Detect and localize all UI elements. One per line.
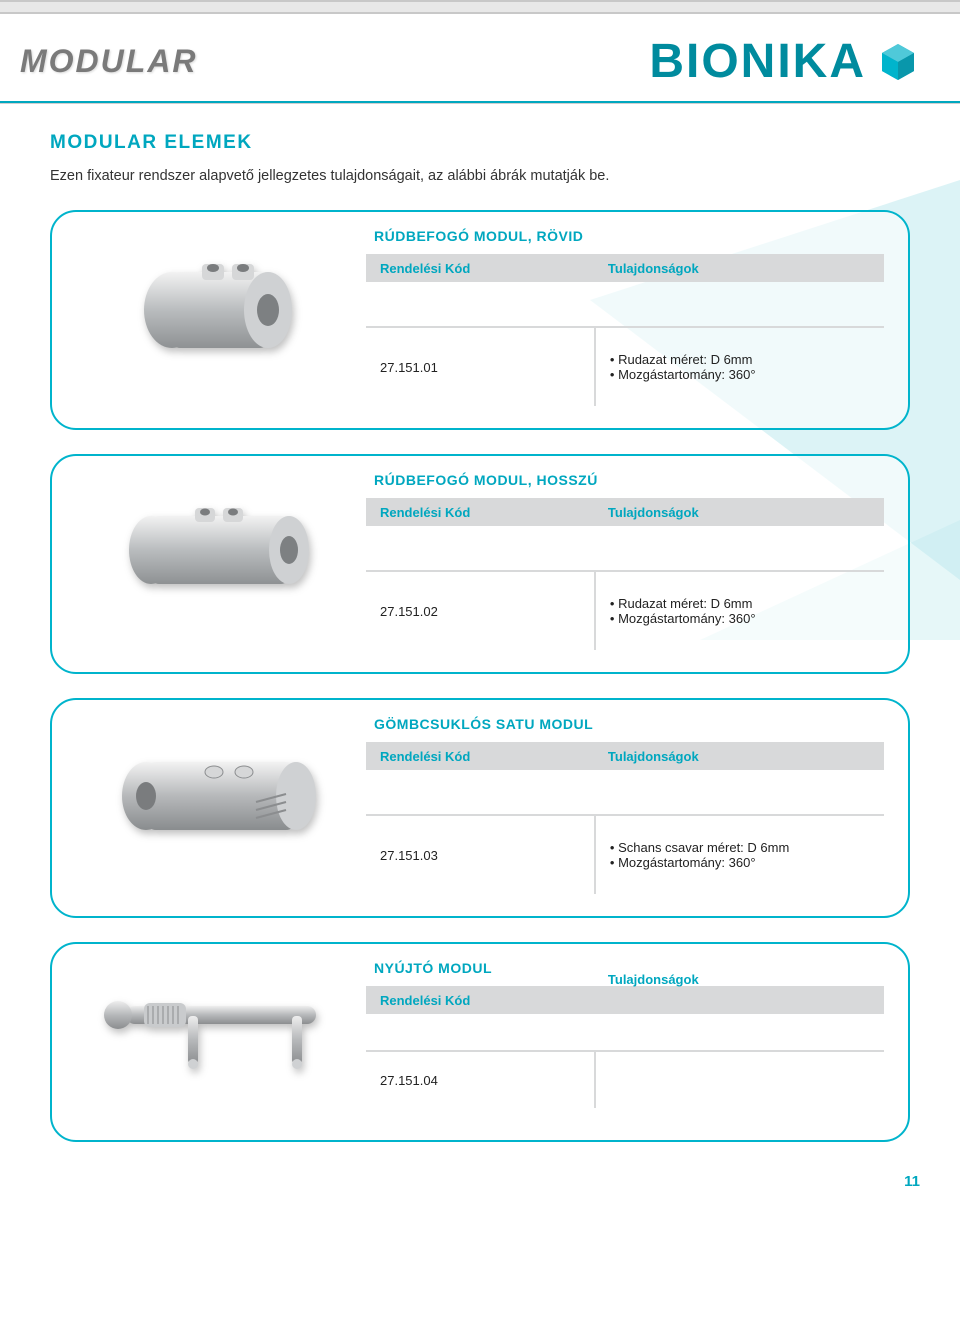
prop-line: Rudazat méret: D 6mm [610,352,884,367]
product-card: RÚDBEFOGÓ MODUL, RÖVID Rendelési Kód Tul… [50,210,910,430]
table-slot: NYÚJTÓ MODUL Rendelési Kód Tulajdonságok… [366,960,884,1108]
product-card: NYÚJTÓ MODUL Rendelési Kód Tulajdonságok… [50,942,910,1142]
col-header-code: Rendelési Kód [366,261,594,276]
col-header-props: Tulajdonságok [594,972,884,1028]
table-row: 27.151.01 Rudazat méret: D 6mm Mozgástar… [366,326,884,406]
product-image [121,488,321,608]
prop-line: Mozgástartomány: 360° [610,367,884,382]
brand-left: MODULAR [20,43,198,80]
table-row: 27.151.04 [366,1050,884,1108]
product-image-slot [76,472,366,608]
prop-line: Rudazat méret: D 6mm [610,596,884,611]
product-image [96,976,346,1076]
col-header-props: Tulajdonságok [594,749,884,764]
table-slot: RÚDBEFOGÓ MODUL, HOSSZÚ Rendelési Kód Tu… [366,472,884,650]
top-bar [0,0,960,14]
product-image [116,732,326,852]
card-title: RÚDBEFOGÓ MODUL, RÖVID [374,228,884,244]
brand-right: BIONIKA [649,34,920,89]
page-number: 11 [904,1173,920,1190]
cell-props [594,1052,884,1108]
col-header-props: Tulajdonságok [594,261,884,276]
header: MODULAR BIONIKA [0,14,960,99]
prop-line: Mozgástartomány: 360° [610,855,884,870]
intro-text: Ezen fixateur rendszer alapvető jellegze… [50,168,910,184]
brand-right-text: BIONIKA [649,34,866,89]
col-header-code: Rendelési Kód [366,993,594,1008]
cell-props: Rudazat méret: D 6mm Mozgástartomány: 36… [594,328,884,406]
cell-code: 27.151.03 [366,848,594,863]
page-title: MODULAR ELEMEK [50,132,910,154]
table-row: 27.151.03 Schans csavar méret: D 6mm Moz… [366,814,884,894]
product-image [136,244,306,374]
cell-props: Schans csavar méret: D 6mm Mozgástartomá… [594,816,884,894]
table-header: Rendelési Kód Tulajdonságok [366,986,884,1014]
card-title: GÖMBCSUKLÓS SATU MODUL [374,716,884,732]
cell-code: 27.151.01 [366,360,594,375]
product-image-slot [76,960,366,1076]
col-header-props: Tulajdonságok [594,505,884,520]
table-row: 27.151.02 Rudazat méret: D 6mm Mozgástar… [366,570,884,650]
content: MODULAR ELEMEK Ezen fixateur rendszer al… [0,104,960,1186]
table-slot: RÚDBEFOGÓ MODUL, RÖVID Rendelési Kód Tul… [366,228,884,406]
product-card: GÖMBCSUKLÓS SATU MODUL Rendelési Kód Tul… [50,698,910,918]
prop-line: Schans csavar méret: D 6mm [610,840,884,855]
product-image-slot [76,716,366,852]
cell-code: 27.151.04 [366,1073,594,1088]
table-header: Rendelési Kód Tulajdonságok [366,498,884,526]
col-header-code: Rendelési Kód [366,505,594,520]
table-header: Rendelési Kód Tulajdonságok [366,254,884,282]
table-header: Rendelési Kód Tulajdonságok [366,742,884,770]
table-slot: GÖMBCSUKLÓS SATU MODUL Rendelési Kód Tul… [366,716,884,894]
col-header-code: Rendelési Kód [366,749,594,764]
cube-icon [876,40,920,84]
cell-props: Rudazat méret: D 6mm Mozgástartomány: 36… [594,572,884,650]
prop-line: Mozgástartomány: 360° [610,611,884,626]
product-card: RÚDBEFOGÓ MODUL, HOSSZÚ Rendelési Kód Tu… [50,454,910,674]
cell-code: 27.151.02 [366,604,594,619]
card-title: RÚDBEFOGÓ MODUL, HOSSZÚ [374,472,884,488]
product-image-slot [76,228,366,374]
